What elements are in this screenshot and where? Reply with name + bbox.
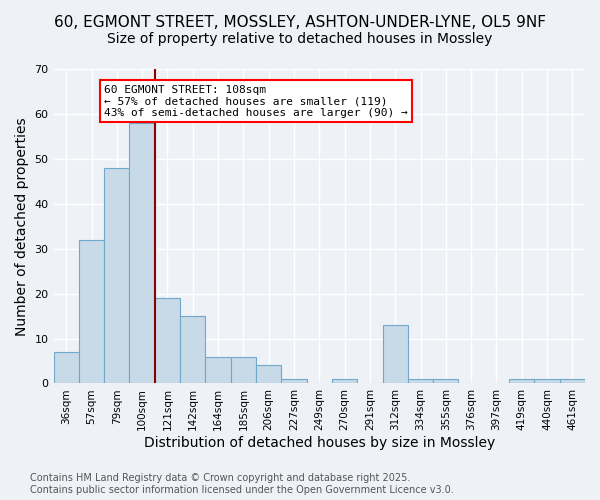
Bar	[332, 379, 357, 384]
Bar	[433, 379, 458, 384]
Bar	[256, 366, 281, 384]
Bar	[509, 379, 535, 384]
X-axis label: Distribution of detached houses by size in Mossley: Distribution of detached houses by size …	[143, 436, 495, 450]
Bar	[408, 379, 433, 384]
Bar	[560, 379, 585, 384]
Bar	[205, 356, 230, 384]
Text: 60, EGMONT STREET, MOSSLEY, ASHTON-UNDER-LYNE, OL5 9NF: 60, EGMONT STREET, MOSSLEY, ASHTON-UNDER…	[54, 15, 546, 30]
Bar	[79, 240, 104, 384]
Text: Size of property relative to detached houses in Mossley: Size of property relative to detached ho…	[107, 32, 493, 46]
Bar	[383, 325, 408, 384]
Bar	[281, 379, 307, 384]
Text: 60 EGMONT STREET: 108sqm
← 57% of detached houses are smaller (119)
43% of semi-: 60 EGMONT STREET: 108sqm ← 57% of detach…	[104, 84, 408, 118]
Bar	[104, 168, 130, 384]
Bar	[155, 298, 180, 384]
Bar	[53, 352, 79, 384]
Bar	[230, 356, 256, 384]
Y-axis label: Number of detached properties: Number of detached properties	[15, 117, 29, 336]
Bar	[180, 316, 205, 384]
Bar	[130, 123, 155, 384]
Text: Contains HM Land Registry data © Crown copyright and database right 2025.
Contai: Contains HM Land Registry data © Crown c…	[30, 474, 454, 495]
Bar	[535, 379, 560, 384]
